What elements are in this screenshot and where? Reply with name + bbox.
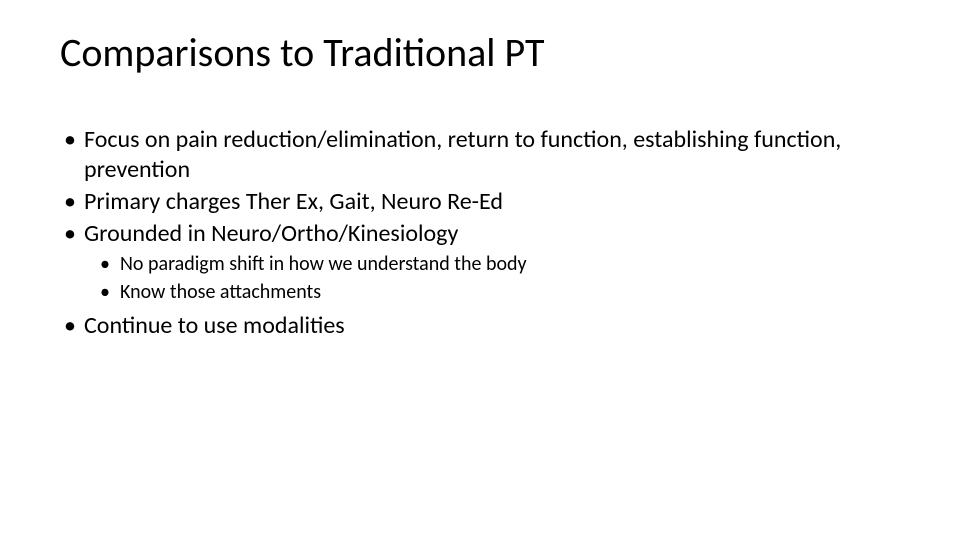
sub-bullet-group: No paradigm shift in how we understand t… [60,251,900,305]
sub-bullet-item: No paradigm shift in how we understand t… [96,251,900,277]
slide-title: Comparisons to Traditional PT [60,28,900,77]
bullet-item: Primary charges Ther Ex, Gait, Neuro Re-… [60,187,900,217]
bullet-item: Continue to use modalities [60,311,900,341]
sub-bullet-list: No paradigm shift in how we understand t… [60,251,900,305]
bullet-list: Focus on pain reduction/elimination, ret… [60,125,900,341]
bullet-item: Grounded in Neuro/Ortho/Kinesiology [60,219,900,249]
bullet-item: Focus on pain reduction/elimination, ret… [60,125,900,185]
sub-bullet-item: Know those attachments [96,279,900,305]
